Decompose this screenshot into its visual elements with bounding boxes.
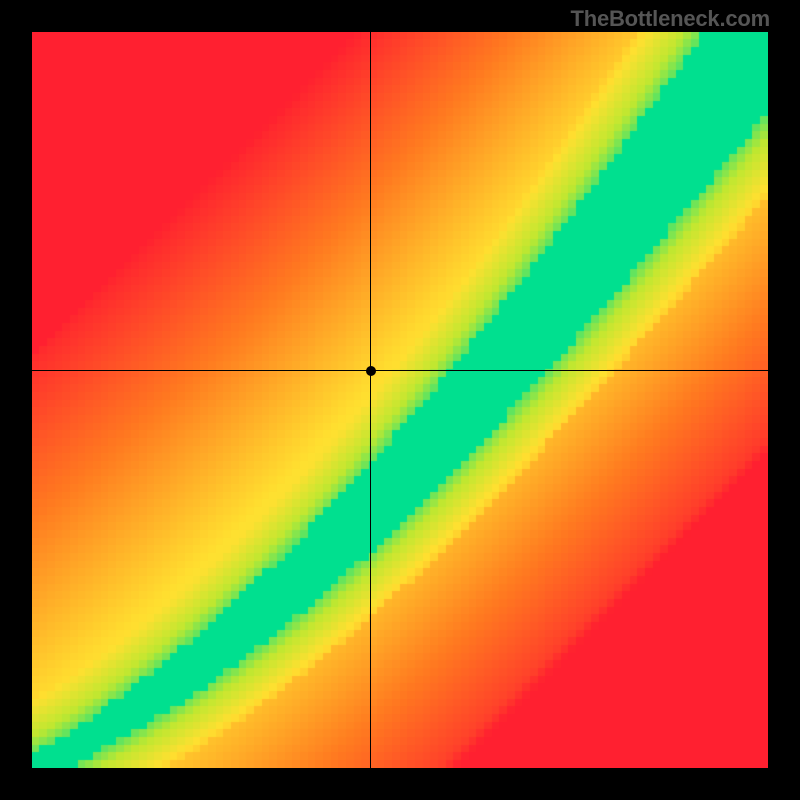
crosshair-dot — [366, 366, 376, 376]
crosshair-horizontal — [32, 370, 768, 371]
heatmap-canvas — [32, 32, 768, 768]
plot-area — [32, 32, 768, 768]
watermark-text: TheBottleneck.com — [570, 6, 770, 32]
crosshair-vertical — [370, 32, 371, 768]
